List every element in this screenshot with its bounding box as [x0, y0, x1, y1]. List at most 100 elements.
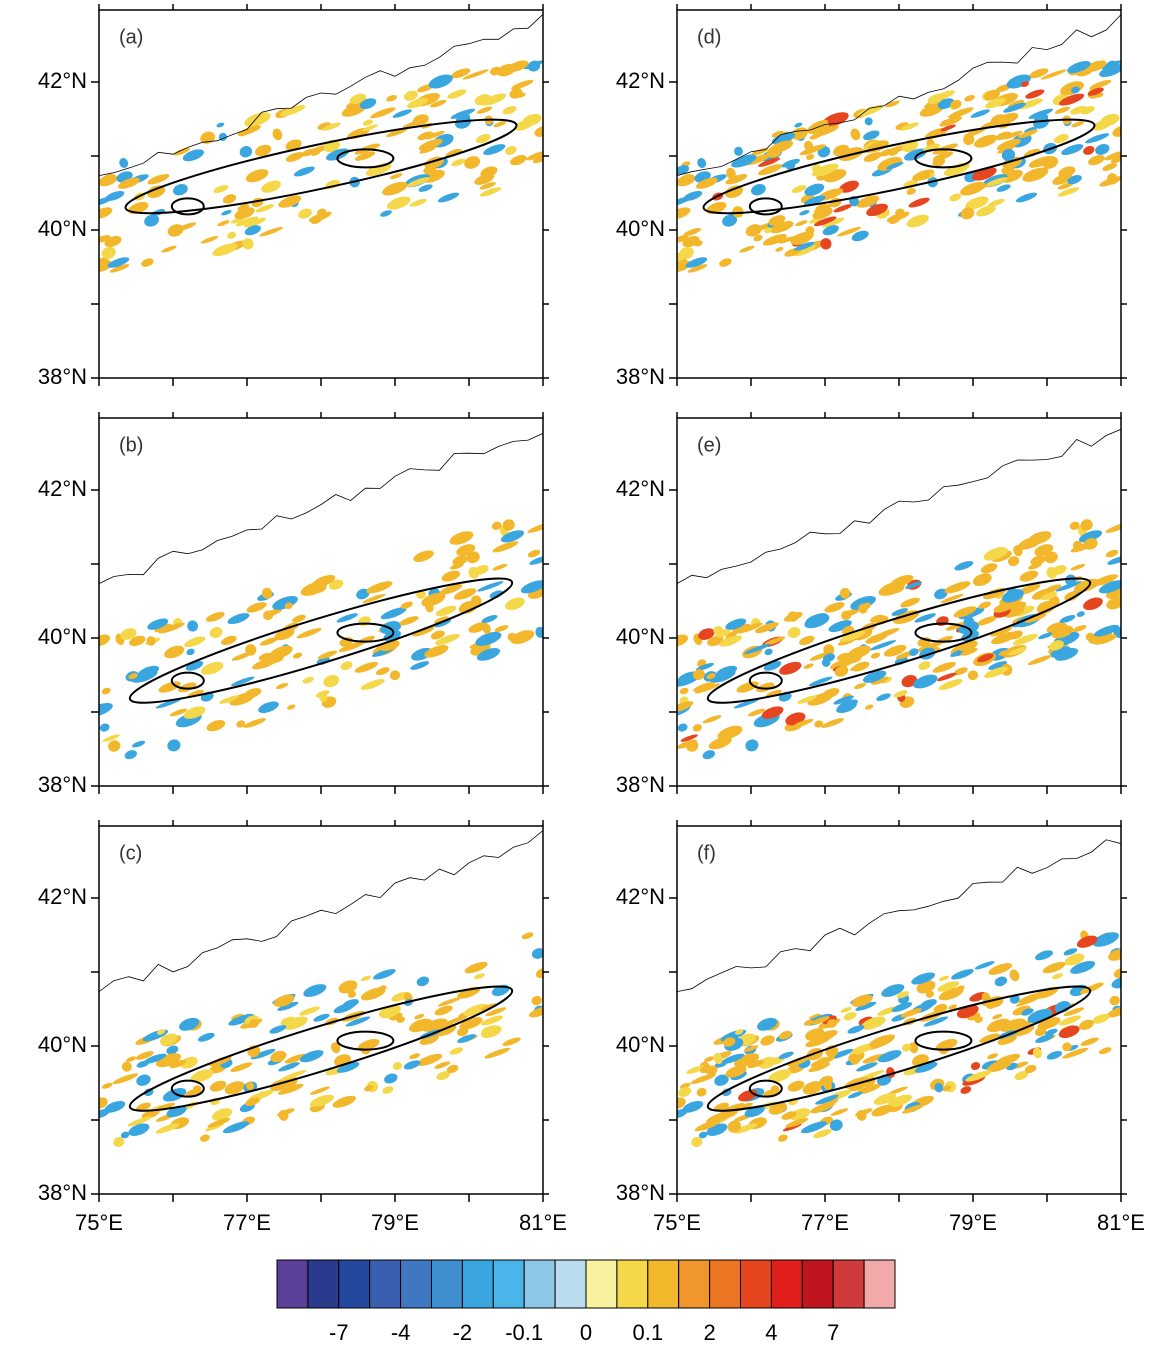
- shading: [944, 581, 971, 594]
- shading: [812, 163, 839, 177]
- shading: [855, 1001, 877, 1011]
- border: [677, 14, 1121, 176]
- shading: [480, 1003, 497, 1011]
- shading: [1018, 98, 1043, 110]
- shading: [366, 581, 393, 594]
- shading: [400, 601, 413, 609]
- shading: [108, 740, 121, 752]
- shading: [1034, 544, 1054, 557]
- shading: [250, 1048, 276, 1060]
- shading: [677, 701, 694, 713]
- shading: [871, 1104, 893, 1117]
- shading: [155, 698, 182, 709]
- shading: [758, 157, 781, 167]
- shading: [492, 563, 508, 571]
- colorbar-box: [863, 1259, 896, 1309]
- colorbar-box: [616, 1259, 649, 1309]
- shading: [1033, 116, 1049, 129]
- shading: [121, 1061, 132, 1072]
- shading: [311, 150, 321, 156]
- shading: [185, 660, 204, 671]
- colorbar-box: [307, 1259, 340, 1309]
- shading: [242, 238, 254, 250]
- shading: [725, 174, 748, 185]
- shading: [482, 623, 491, 634]
- shading: [224, 1081, 245, 1095]
- shading: [938, 975, 950, 982]
- shading: [236, 720, 246, 728]
- shading: [1024, 613, 1047, 623]
- shading: [970, 109, 990, 118]
- shading: [721, 1053, 745, 1064]
- shading: [243, 718, 267, 728]
- shading: [972, 573, 992, 587]
- shading: [119, 157, 129, 169]
- lat-label: 38°N: [616, 772, 665, 797]
- shading: [317, 650, 338, 660]
- shading: [1076, 611, 1085, 617]
- shading: [380, 607, 407, 620]
- shading: [243, 217, 267, 228]
- shading: [908, 197, 930, 208]
- shading: [717, 725, 743, 740]
- shading: [809, 652, 830, 661]
- shading: [1055, 581, 1082, 592]
- colorbar-box: [585, 1259, 618, 1309]
- shading: [102, 734, 120, 742]
- shading: [323, 675, 340, 688]
- shading: [826, 1019, 837, 1028]
- shading: [739, 245, 755, 253]
- shading: [269, 656, 284, 664]
- shading: [500, 530, 525, 543]
- shading: [911, 972, 936, 985]
- shading: [877, 1050, 902, 1063]
- shading: [1064, 953, 1085, 966]
- shading: [923, 1016, 949, 1027]
- shading: [1057, 187, 1080, 197]
- shading: [936, 616, 949, 626]
- shading: [1009, 969, 1020, 982]
- shading: [990, 626, 1013, 637]
- map-panel: [677, 428, 1121, 760]
- lat-label: 38°N: [616, 1180, 665, 1205]
- shading: [1063, 948, 1078, 956]
- shading: [422, 1018, 448, 1032]
- shading: [532, 156, 543, 164]
- shading: [870, 652, 881, 659]
- contour: [336, 1030, 395, 1051]
- shading: [1094, 634, 1117, 645]
- shading: [856, 1062, 878, 1072]
- shading: [1107, 555, 1121, 565]
- colorbar-label: -0.1: [505, 1320, 543, 1345]
- shading: [904, 148, 928, 161]
- shading: [876, 693, 891, 702]
- shading: [996, 184, 1011, 192]
- shading: [1087, 87, 1104, 96]
- shading: [360, 975, 372, 982]
- shading: [939, 116, 963, 127]
- shading: [200, 236, 219, 244]
- shading: [988, 963, 1013, 975]
- shading: [437, 192, 460, 203]
- shading: [758, 164, 783, 176]
- shading: [147, 185, 166, 199]
- shading: [419, 145, 437, 154]
- shading: [176, 222, 197, 232]
- shading: [231, 652, 252, 661]
- shading: [156, 1029, 166, 1035]
- shading: [1078, 530, 1103, 543]
- shading: [358, 616, 371, 626]
- shading: [269, 645, 293, 659]
- shading: [814, 203, 834, 212]
- shading: [419, 1034, 439, 1045]
- shading: [1017, 536, 1043, 550]
- shading: [199, 1134, 210, 1142]
- shading: [863, 130, 880, 141]
- shading: [1062, 1042, 1072, 1052]
- shading: [1034, 1027, 1047, 1037]
- shading: [863, 152, 882, 162]
- shading: [277, 1001, 299, 1011]
- shading: [864, 117, 873, 126]
- shading: [889, 150, 899, 156]
- shading: [141, 1109, 160, 1119]
